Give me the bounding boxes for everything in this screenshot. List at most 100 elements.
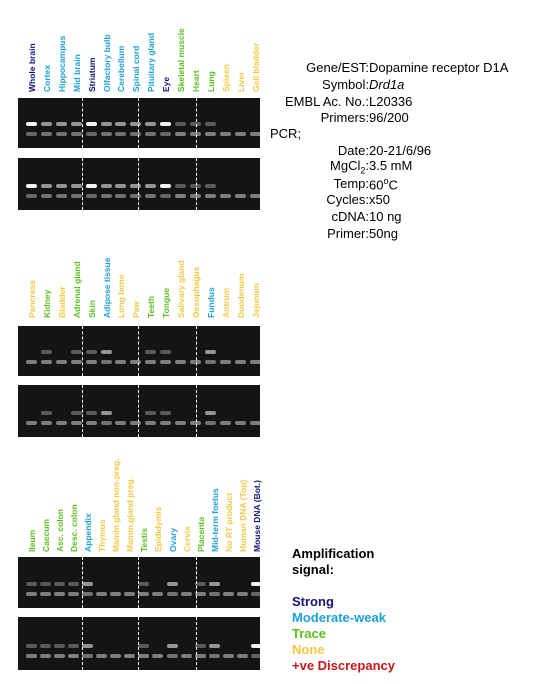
primer-band bbox=[194, 654, 206, 658]
lane-label: Epididymis bbox=[153, 506, 164, 552]
product-band bbox=[82, 582, 94, 586]
primer-band bbox=[249, 360, 260, 364]
product-band bbox=[26, 184, 37, 188]
product-band bbox=[26, 644, 37, 648]
info-symbol-key: Symbol: bbox=[322, 77, 369, 92]
info-date-key: Date: bbox=[337, 143, 369, 158]
info-mgcl2-key: MgCl2: bbox=[330, 158, 369, 176]
primer-band bbox=[115, 421, 127, 425]
primer-band bbox=[70, 194, 82, 198]
lane-label: Jejunum bbox=[250, 283, 261, 318]
primer-band bbox=[160, 421, 172, 425]
panel-1-gel-bottom bbox=[18, 158, 260, 210]
amplification-legend: Amplification signal: Strong Moderate-we… bbox=[292, 546, 395, 674]
lane-label: Desc. colon bbox=[69, 504, 80, 552]
lane-label: Thymus bbox=[97, 519, 108, 552]
primer-band bbox=[40, 421, 52, 425]
info-pcr: PCR; bbox=[270, 126, 301, 141]
primer-band bbox=[115, 132, 127, 136]
primer-band bbox=[115, 194, 127, 198]
product-band bbox=[40, 350, 52, 354]
product-band bbox=[189, 184, 201, 188]
info-embl-key: EMBL Ac. No.: bbox=[284, 94, 369, 109]
primer-band bbox=[124, 654, 136, 658]
primer-band bbox=[85, 132, 97, 136]
info-temp-value: 60oC bbox=[369, 176, 398, 192]
lane-label: Testis bbox=[139, 528, 150, 552]
product-band bbox=[145, 411, 157, 415]
lane-label: Oesophagus bbox=[190, 266, 201, 318]
primer-band bbox=[189, 132, 201, 136]
product-band bbox=[85, 122, 97, 126]
gel-divider bbox=[196, 557, 197, 608]
info-gene-est-key: Gene/EST: bbox=[306, 60, 369, 75]
product-band bbox=[175, 184, 186, 188]
gel-divider bbox=[196, 385, 197, 437]
gel-divider bbox=[196, 98, 197, 148]
lane-label: Ovary bbox=[167, 527, 178, 552]
primer-band bbox=[40, 132, 52, 136]
primer-band bbox=[124, 592, 136, 596]
product-band bbox=[70, 411, 82, 415]
product-band bbox=[70, 122, 82, 126]
primer-band bbox=[175, 132, 186, 136]
primer-band bbox=[145, 421, 157, 425]
product-band bbox=[40, 411, 52, 415]
product-band bbox=[130, 122, 142, 126]
primer-band bbox=[194, 592, 206, 596]
primer-band bbox=[115, 360, 127, 364]
info-temp-value-unit: C bbox=[388, 177, 398, 193]
lane-label: Long bone bbox=[116, 274, 127, 318]
product-band bbox=[85, 350, 97, 354]
primer-band bbox=[100, 194, 112, 198]
primer-band bbox=[175, 194, 186, 198]
product-band bbox=[55, 122, 67, 126]
product-band bbox=[54, 582, 66, 586]
primer-band bbox=[40, 592, 52, 596]
lane-label: Tongue bbox=[161, 287, 172, 318]
lane-label: Cervix bbox=[181, 526, 192, 552]
panel-3-gel-bottom bbox=[18, 617, 260, 670]
primer-band bbox=[249, 132, 260, 136]
product-band bbox=[115, 184, 127, 188]
primer-band bbox=[160, 360, 172, 364]
legend-discrepancy: +ve Discrepancy bbox=[292, 658, 395, 673]
primer-band bbox=[96, 592, 108, 596]
panel-1-gel-top bbox=[18, 98, 260, 148]
info-mgcl2-key-sub: 2 bbox=[360, 165, 366, 176]
product-band bbox=[250, 582, 260, 586]
primer-band bbox=[152, 592, 164, 596]
product-band bbox=[70, 350, 82, 354]
info-mgcl2-key-colon: : bbox=[365, 158, 369, 173]
info-primer-value: 50ng bbox=[369, 226, 398, 241]
primer-band bbox=[26, 421, 37, 425]
primer-band bbox=[26, 592, 37, 596]
primer-band bbox=[166, 654, 178, 658]
primer-band bbox=[54, 592, 66, 596]
primer-band bbox=[152, 654, 164, 658]
legend-title-line2: signal: bbox=[292, 562, 334, 577]
info-pcr-key: PCR; bbox=[270, 126, 302, 141]
product-band bbox=[175, 122, 186, 126]
product-band bbox=[208, 644, 220, 648]
info-mgcl2-key-main: MgCl bbox=[330, 158, 361, 173]
info-primers-key: Primers: bbox=[320, 110, 369, 125]
primer-band bbox=[26, 132, 37, 136]
lane-label: Human DNA (Top) bbox=[237, 479, 248, 552]
product-band bbox=[204, 122, 216, 126]
primer-band bbox=[26, 194, 37, 198]
primer-band bbox=[55, 194, 67, 198]
primer-band bbox=[26, 360, 37, 364]
lane-label: Mouse DNA (Bot.) bbox=[251, 480, 262, 552]
info-cdna-key: cDNA: bbox=[331, 209, 369, 224]
primer-band bbox=[100, 421, 112, 425]
product-band bbox=[145, 122, 157, 126]
primer-band bbox=[82, 654, 94, 658]
gel-divider bbox=[82, 158, 83, 210]
primer-band bbox=[145, 360, 157, 364]
gel-divider bbox=[138, 385, 139, 437]
primer-band bbox=[145, 132, 157, 136]
product-band bbox=[160, 184, 172, 188]
primer-band bbox=[85, 421, 97, 425]
primer-band bbox=[222, 592, 234, 596]
